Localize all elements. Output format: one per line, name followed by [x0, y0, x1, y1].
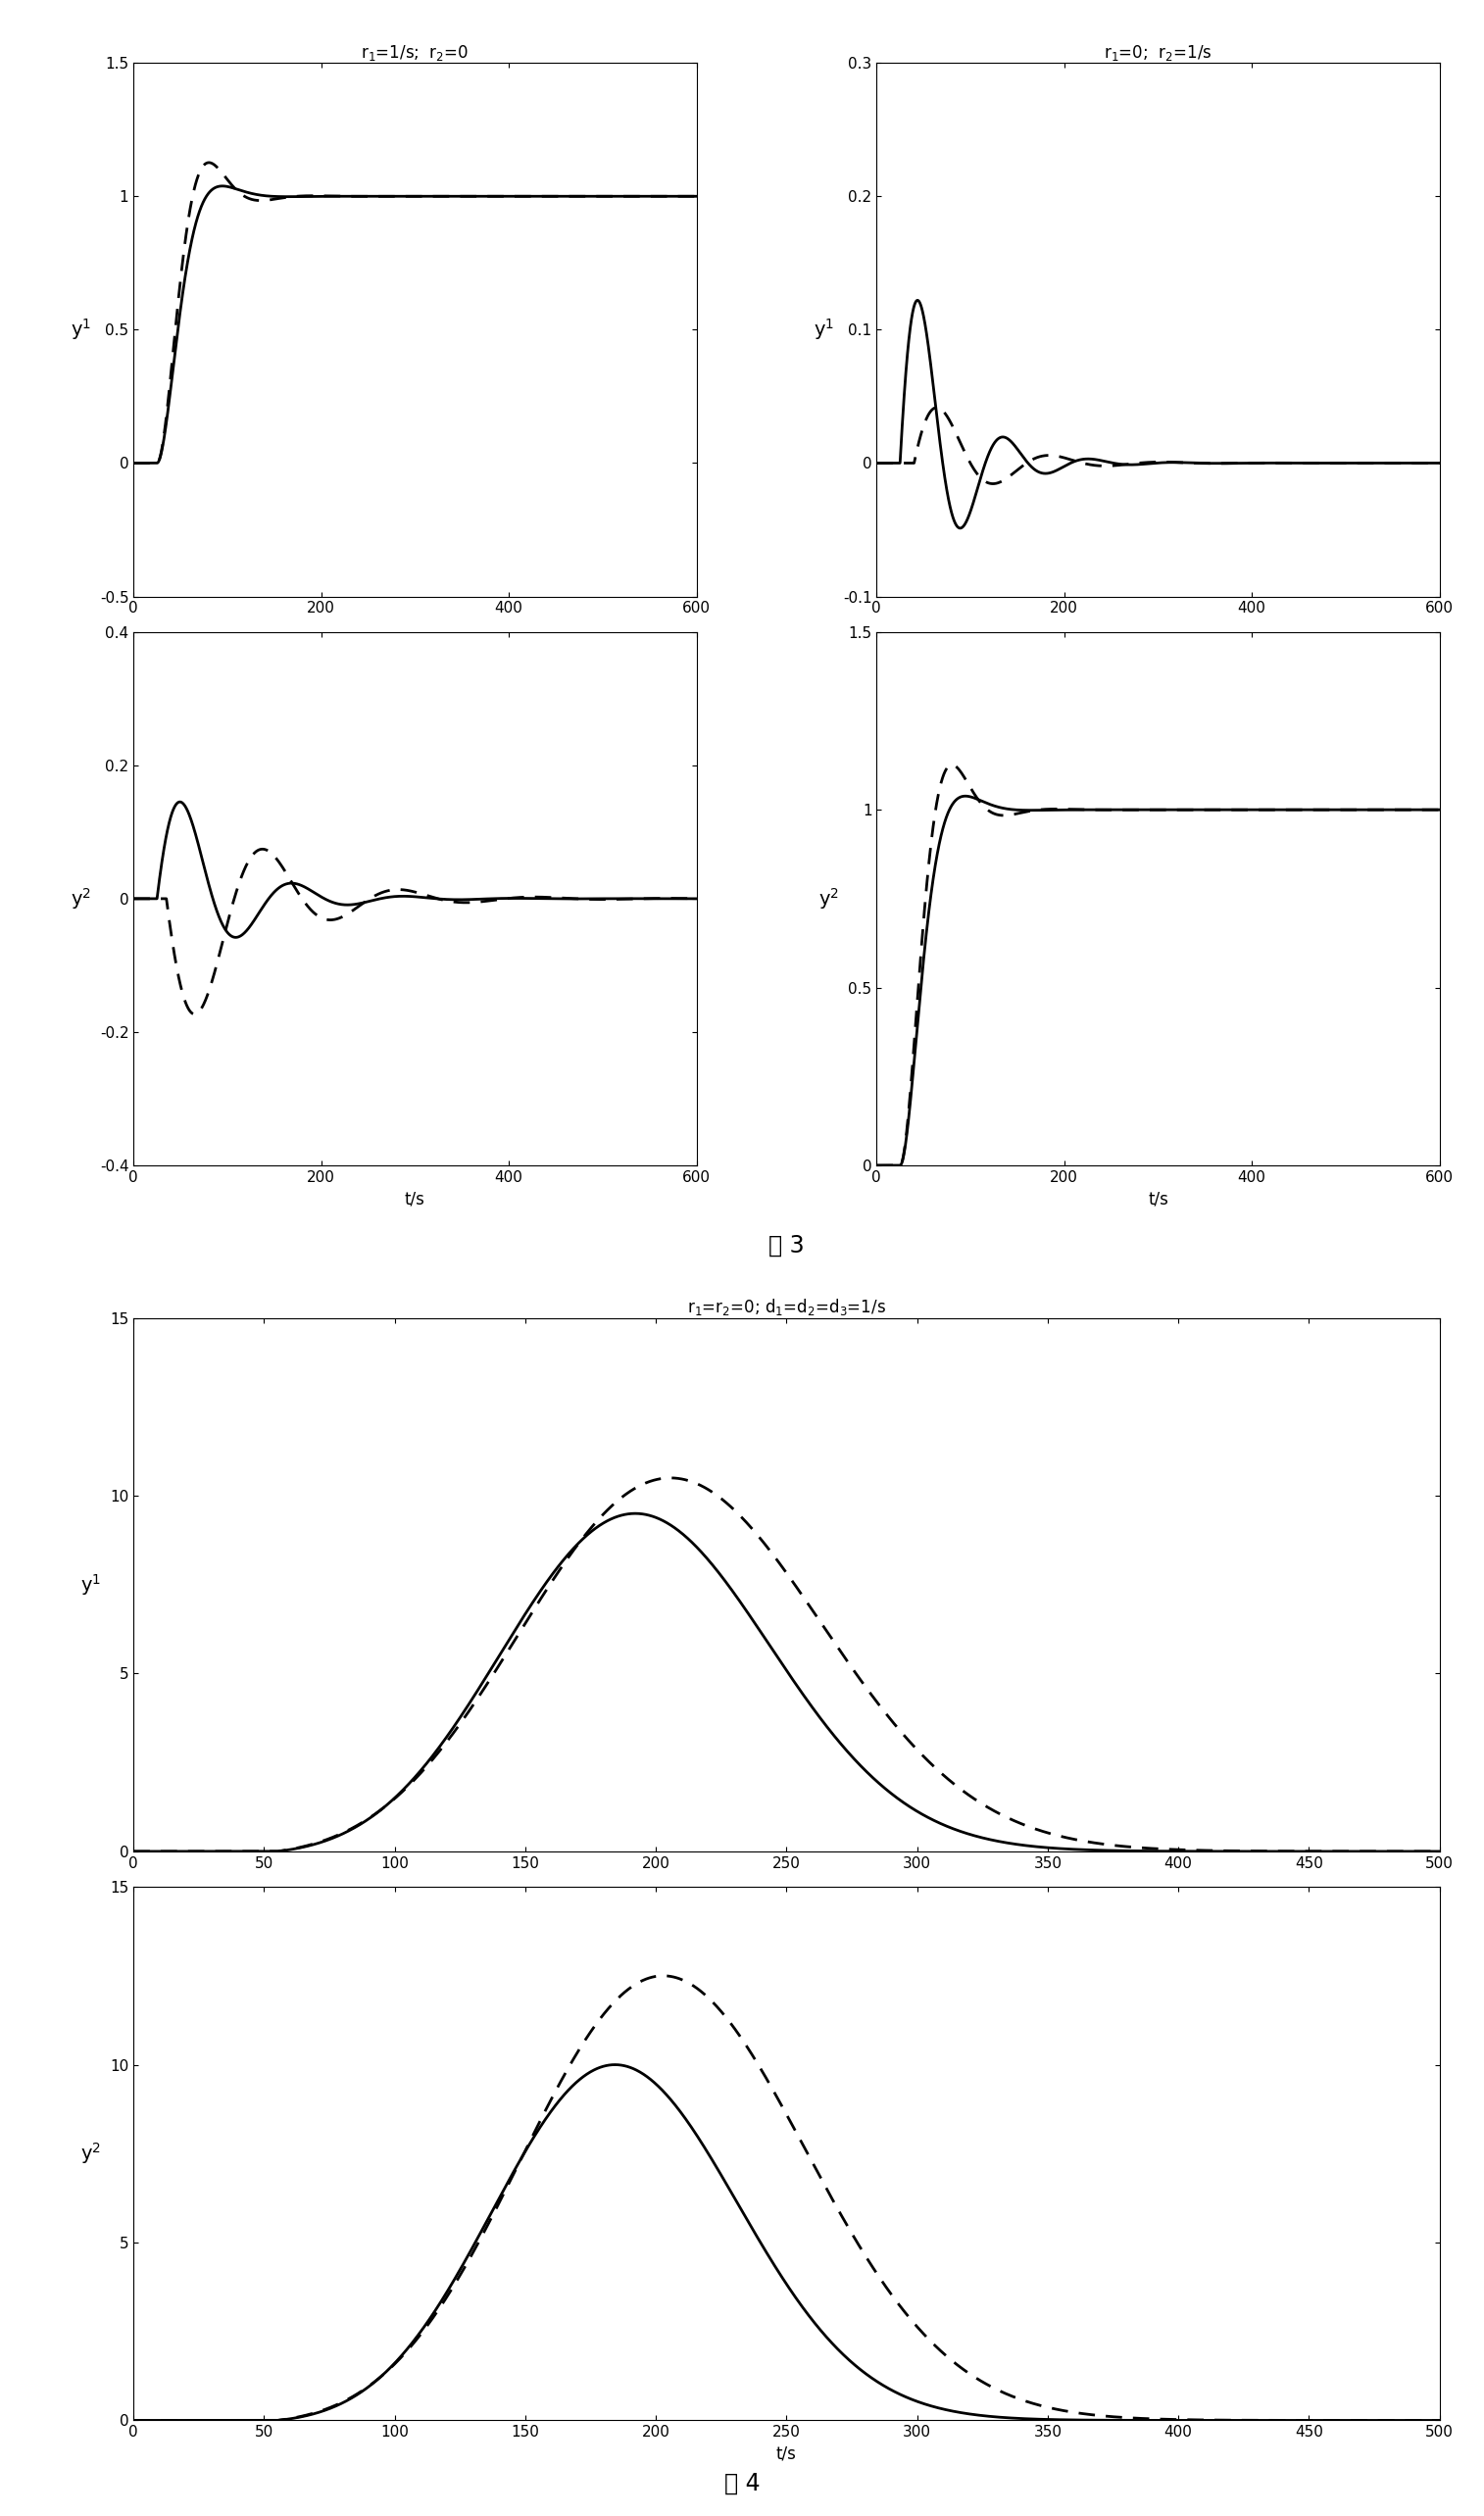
X-axis label: t/s: t/s	[405, 1190, 426, 1208]
Y-axis label: y$^2$: y$^2$	[80, 2141, 101, 2166]
Title: r$_1$=1/s;  r$_2$=0: r$_1$=1/s; r$_2$=0	[361, 43, 469, 63]
X-axis label: t/s: t/s	[1147, 1190, 1168, 1208]
Title: r$_1$=0;  r$_2$=1/s: r$_1$=0; r$_2$=1/s	[1104, 43, 1212, 63]
Title: r$_1$=r$_2$=0; d$_1$=d$_2$=d$_3$=1/s: r$_1$=r$_2$=0; d$_1$=d$_2$=d$_3$=1/s	[687, 1296, 886, 1318]
Y-axis label: y$^2$: y$^2$	[70, 886, 91, 911]
Text: 图 4: 图 4	[724, 2471, 760, 2496]
Y-axis label: y$^1$: y$^1$	[70, 317, 91, 342]
X-axis label: t/s: t/s	[776, 2446, 797, 2463]
Y-axis label: y$^1$: y$^1$	[813, 317, 834, 342]
Y-axis label: y$^2$: y$^2$	[819, 886, 840, 911]
Y-axis label: y$^1$: y$^1$	[80, 1572, 101, 1598]
Text: 图 3: 图 3	[769, 1233, 804, 1258]
